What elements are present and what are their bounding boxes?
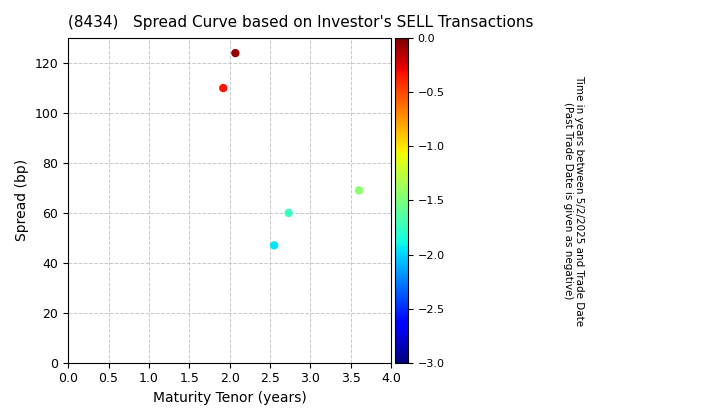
Text: (8434)   Spread Curve based on Investor's SELL Transactions: (8434) Spread Curve based on Investor's … xyxy=(68,15,534,30)
Point xyxy=(269,242,280,249)
Point xyxy=(230,50,241,56)
X-axis label: Maturity Tenor (years): Maturity Tenor (years) xyxy=(153,391,307,405)
Y-axis label: Time in years between 5/2/2025 and Trade Date
(Past Trade Date is given as negat: Time in years between 5/2/2025 and Trade… xyxy=(562,75,584,326)
Y-axis label: Spread (bp): Spread (bp) xyxy=(15,159,29,242)
Point xyxy=(354,187,365,194)
Point xyxy=(283,210,294,216)
Point xyxy=(217,85,229,92)
